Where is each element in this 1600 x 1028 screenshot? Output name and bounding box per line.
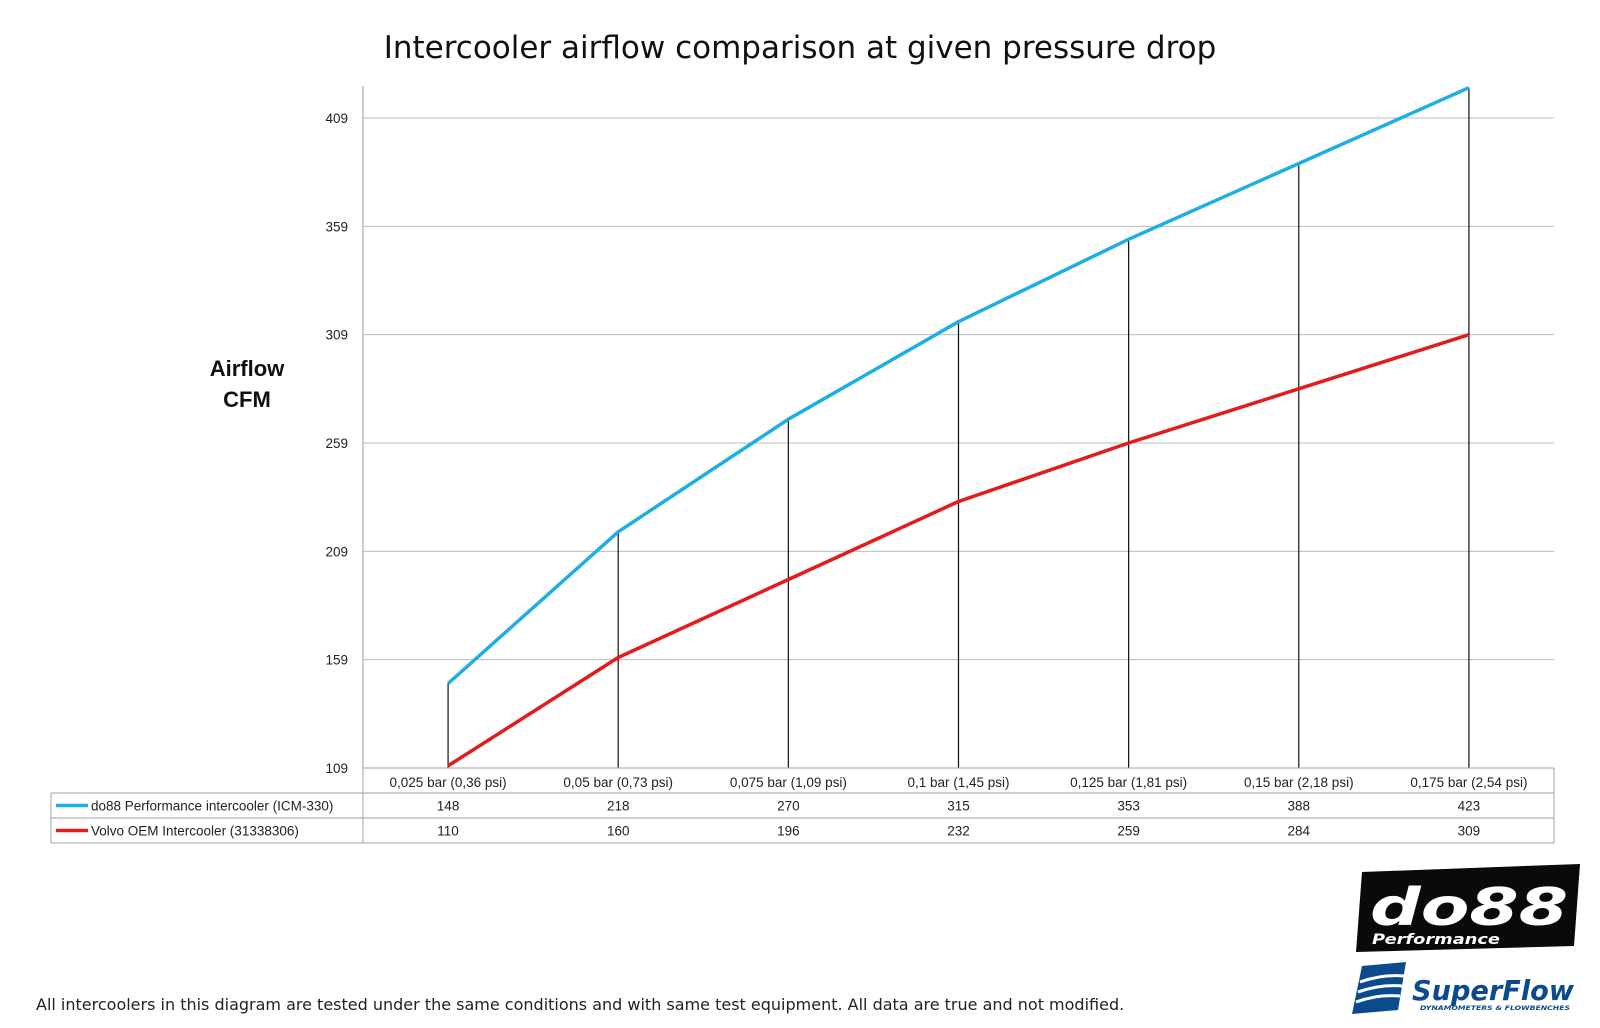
x-tick-label: 0,125 bar (1,81 psi) [1070, 775, 1187, 790]
table-cell: 218 [607, 799, 630, 814]
y-tick-label: 259 [325, 436, 348, 451]
table-cell: 148 [437, 799, 460, 814]
data-table: 0,025 bar (0,36 psi) 0,05 bar (0,73 psi) 0… [50, 767, 1555, 844]
y-tick-label: 209 [325, 544, 348, 559]
y-tick-label: 109 [325, 761, 348, 776]
series-line-2 [447, 333, 1470, 768]
superflow-emblem-icon [1352, 962, 1406, 1014]
legend-label: do88 Performance intercooler (ICM-330) [91, 799, 333, 814]
chart-title: Intercooler airflow comparison at given … [384, 30, 1217, 66]
table-cell: 388 [1288, 799, 1311, 814]
footnote: All intercoolers in this diagram are tes… [36, 995, 1124, 1014]
x-tick-label: 0,1 bar (1,45 psi) [907, 775, 1009, 790]
x-tick-label: 0,075 bar (1,09 psi) [730, 775, 847, 790]
superflow-logo-text: SuperFlow [1412, 974, 1574, 1007]
legend-label: Volvo OEM Intercooler (31338306) [91, 824, 299, 839]
do88-logo: do88 Performance [1356, 864, 1580, 952]
y-axis-label-line1: Airflow [210, 356, 285, 381]
table-cell: 423 [1458, 799, 1481, 814]
table-cell: 259 [1117, 824, 1140, 839]
table-cell: 315 [947, 799, 970, 814]
do88-logo-subtext: Performance [1372, 932, 1500, 948]
x-tick-label: 0,175 bar (2,54 psi) [1410, 775, 1527, 790]
x-tick-label: 0,05 bar (0,73 psi) [563, 775, 673, 790]
table-cell: 160 [607, 824, 630, 839]
table-cell: 110 [437, 824, 459, 839]
y-tick-labels: 109 159 209 259 309 359 409 [325, 111, 348, 776]
table-cell: 284 [1288, 824, 1311, 839]
series-lines [446, 86, 1470, 768]
y-tick-label: 409 [325, 111, 348, 126]
table-cell: 353 [1117, 799, 1140, 814]
table-cell: 309 [1458, 824, 1481, 839]
table-cell: 196 [777, 824, 800, 839]
do88-logo-shape [1356, 864, 1580, 952]
superflow-logo: SuperFlow DYNAMOMETERS & FLOWBENCHES [1352, 962, 1574, 1014]
y-tick-label: 359 [325, 219, 348, 234]
y-tick-label: 159 [325, 653, 348, 668]
superflow-logo-subtext: DYNAMOMETERS & FLOWBENCHES [1420, 1004, 1570, 1012]
y-axis-label-line2: CFM [223, 387, 271, 412]
x-tick-label: 0,15 bar (2,18 psi) [1244, 775, 1354, 790]
x-tick-label: 0,025 bar (0,36 psi) [390, 775, 507, 790]
series-line-1 [446, 86, 1470, 685]
table-cell: 270 [777, 799, 800, 814]
drop-lines [447, 87, 1470, 768]
table-cell: 232 [947, 824, 970, 839]
y-tick-label: 309 [325, 328, 348, 343]
do88-logo-text: do88 [1370, 878, 1568, 938]
